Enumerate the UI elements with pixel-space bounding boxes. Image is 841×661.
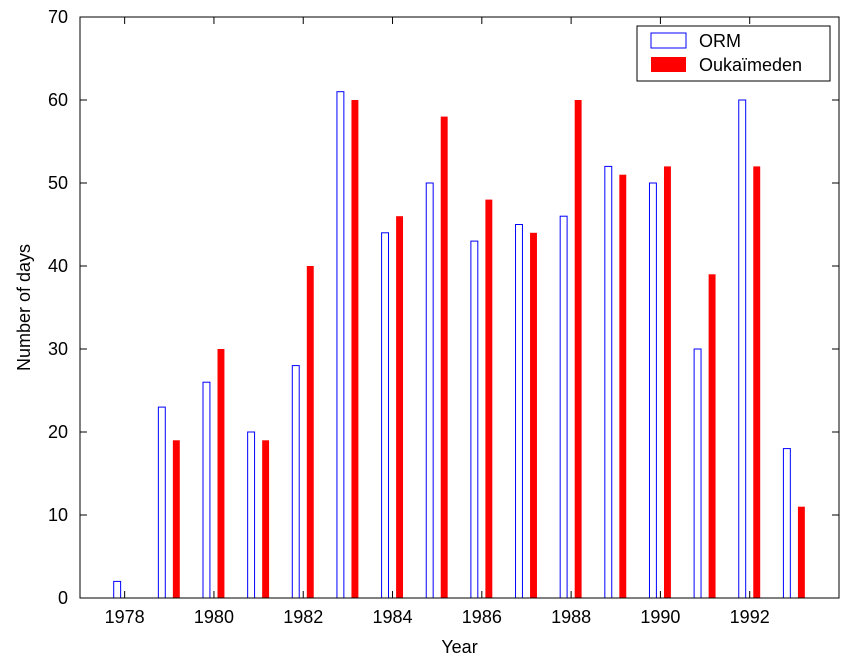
bar-oukameden-1991 xyxy=(708,274,716,598)
y-tick-label: 0 xyxy=(58,588,68,608)
x-tick-label: 1984 xyxy=(373,607,413,627)
y-tick-label: 30 xyxy=(48,339,68,359)
bar-oukameden-1980 xyxy=(217,349,225,598)
bar-orm-1979 xyxy=(157,406,166,599)
bar-oukameden-1989 xyxy=(619,174,627,598)
bar-orm-1993 xyxy=(782,448,791,599)
legend: ORM Oukaïmeden xyxy=(636,25,831,82)
legend-swatch-orm xyxy=(650,32,687,49)
x-tick-label: 1982 xyxy=(283,607,323,627)
bar-oukameden-1983 xyxy=(351,100,359,598)
y-tick-label: 20 xyxy=(48,422,68,442)
bar-oukameden-1979 xyxy=(172,440,180,598)
bar-orm-1991 xyxy=(693,348,702,599)
x-tick-label: 1980 xyxy=(194,607,234,627)
bar-orm-1978 xyxy=(113,580,122,599)
bar-orm-1992 xyxy=(738,99,747,599)
legend-label-oukaimeden: Oukaïmeden xyxy=(699,55,802,75)
y-axis-label: Number of days xyxy=(14,244,34,371)
x-axis-label: Year xyxy=(441,637,477,657)
bar-orm-1981 xyxy=(247,431,256,599)
bar-oukameden-1990 xyxy=(663,166,671,598)
bar-orm-1989 xyxy=(604,165,613,599)
y-tick-label: 40 xyxy=(48,256,68,276)
bar-oukameden-1981 xyxy=(262,440,270,598)
plot-frame xyxy=(79,16,840,599)
x-tick-label: 1992 xyxy=(730,607,770,627)
bar-orm-1983 xyxy=(336,91,345,599)
bar-oukameden-1984 xyxy=(396,216,404,598)
bar-oukameden-1986 xyxy=(485,199,493,598)
bars-layer xyxy=(113,91,805,599)
bar-orm-1984 xyxy=(381,232,390,599)
y-tick-label: 10 xyxy=(48,505,68,525)
bar-oukameden-1985 xyxy=(440,116,448,598)
bar-orm-1980 xyxy=(202,381,211,599)
bar-orm-1988 xyxy=(559,215,568,599)
bar-orm-1982 xyxy=(291,365,300,599)
x-tick-label: 1978 xyxy=(105,607,145,627)
bar-oukameden-1993 xyxy=(797,506,805,598)
bar-orm-1987 xyxy=(515,224,523,599)
bar-oukameden-1987 xyxy=(530,232,537,599)
bar-orm-1990 xyxy=(648,182,657,599)
legend-swatch-oukaimeden xyxy=(651,57,686,72)
x-tick-label: 1986 xyxy=(462,607,502,627)
y-tick-label: 50 xyxy=(48,173,68,193)
axis-ticks: 1978 1980 1982 1984 1986 1988 1990 1992 0 10 20 30 4… xyxy=(48,7,839,627)
bar-orm-1985 xyxy=(425,182,434,599)
y-tick-label: 70 xyxy=(48,7,68,27)
x-tick-label: 1988 xyxy=(551,607,591,627)
bar-orm-1986 xyxy=(470,240,479,599)
legend-label-orm: ORM xyxy=(699,31,741,51)
bar-oukameden-1982 xyxy=(306,266,314,598)
x-tick-label: 1990 xyxy=(640,607,680,627)
y-tick-label: 60 xyxy=(48,90,68,110)
bar-oukameden-1988 xyxy=(574,100,582,598)
bar-oukameden-1992 xyxy=(753,166,761,598)
